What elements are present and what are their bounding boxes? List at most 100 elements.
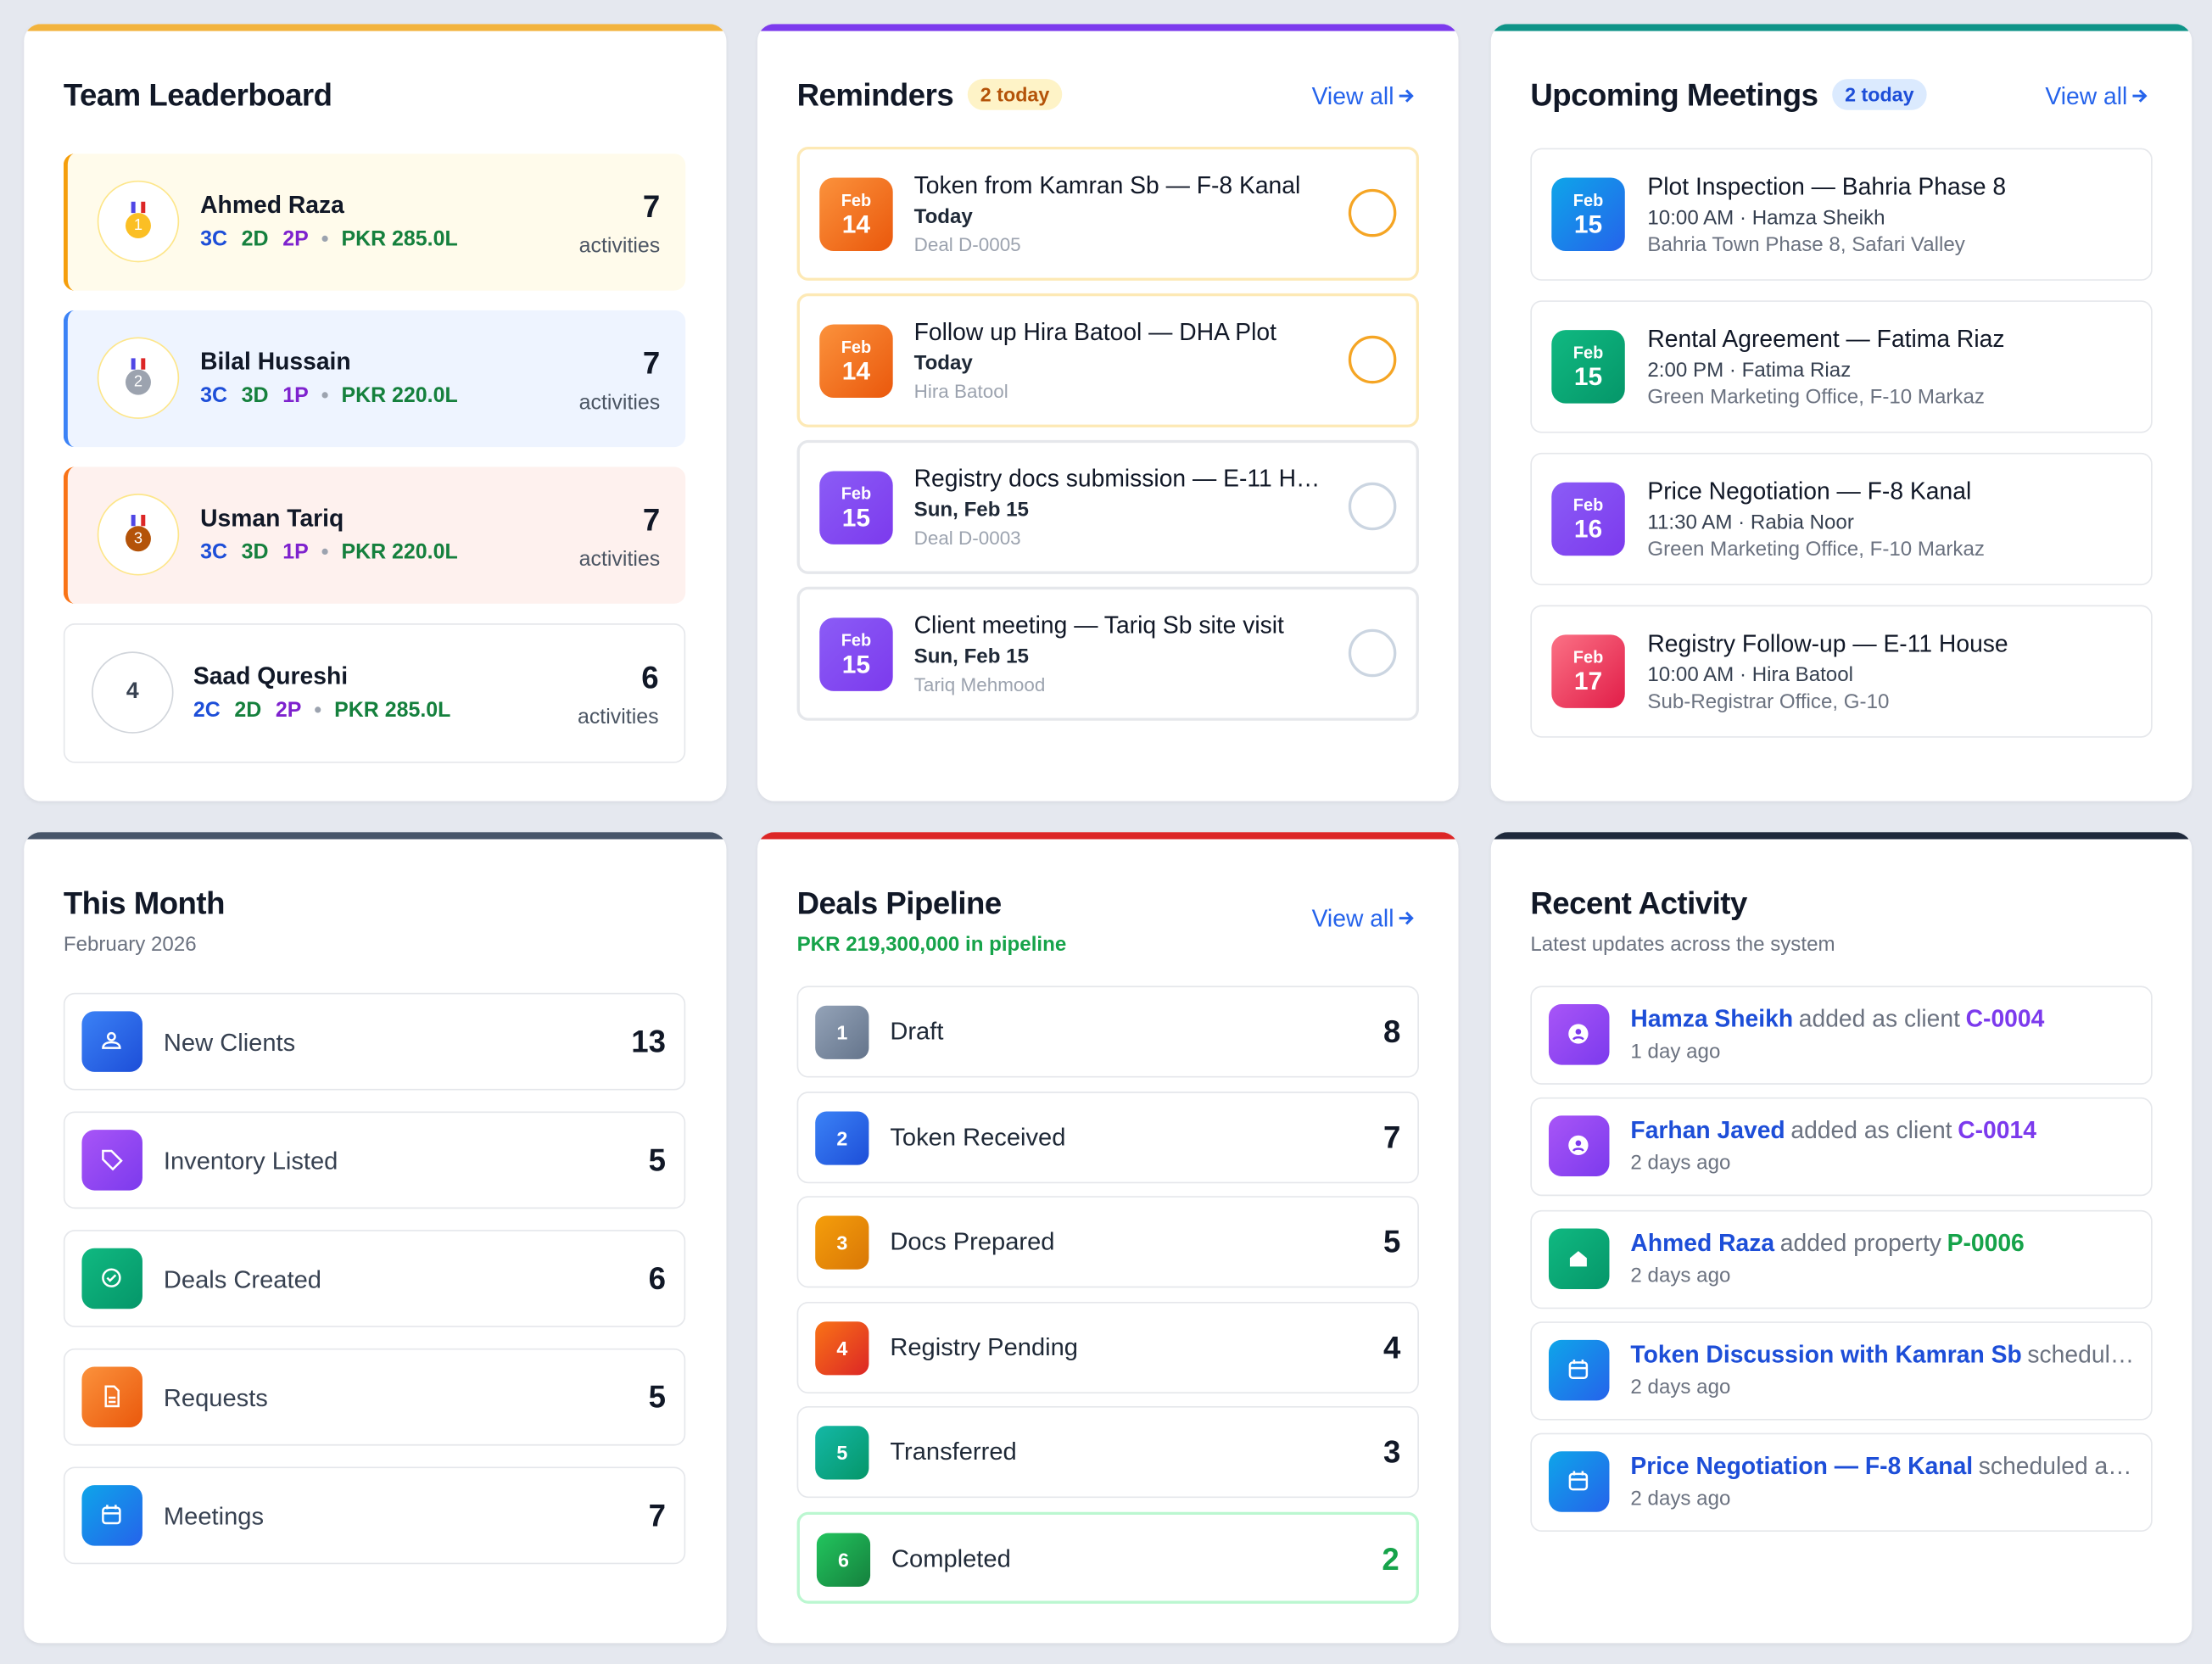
separator-dot: •	[321, 226, 329, 252]
stage-count: 5	[1382, 1224, 1401, 1260]
member-name: Ahmed Raza	[200, 192, 344, 219]
date-badge: Feb 14	[819, 177, 893, 252]
stage-number: 3	[815, 1215, 869, 1270]
complete-toggle[interactable]	[1348, 188, 1397, 237]
meeting-item: Feb 16 Price Negotiation — F-8 Kanal 11:30 …	[1530, 452, 2153, 586]
leader-row: 3 Usman Tariq 3C 3D 1P • PKR 220.0L 7 activities	[63, 466, 686, 604]
complete-toggle[interactable]	[1348, 335, 1397, 384]
clients-stat: 3C	[200, 383, 228, 408]
medal-ribbon	[131, 201, 146, 214]
member-name: Bilal Hussain	[200, 348, 351, 376]
card-title: This Month	[63, 885, 226, 921]
activity-actor[interactable]: Price Negotiation — F-8 Kanal	[1630, 1453, 1974, 1480]
medal-number: 1	[126, 213, 151, 239]
member-name: Usman Tariq	[200, 505, 344, 532]
icon	[1568, 1471, 1589, 1491]
reminder-when: Sun, Feb 15	[913, 645, 1029, 669]
view-all-link[interactable]: View all	[1312, 83, 1416, 111]
date-badge: Feb 15	[819, 617, 893, 691]
card-title: Recent Activity	[1530, 885, 1747, 921]
view-all-text: View all	[2045, 83, 2128, 110]
icon	[1568, 1136, 1589, 1156]
activity-time: 2 days ago	[1630, 1153, 1731, 1175]
activity-unit: activities	[578, 234, 661, 259]
date-month: Feb	[1572, 494, 1604, 515]
complete-toggle[interactable]	[1348, 628, 1397, 678]
meeting-location: Bahria Town Phase 8, Safari Valley	[1647, 234, 1965, 257]
today-badge: 2 today	[967, 79, 1063, 110]
properties-stat: 1P	[282, 539, 309, 565]
deals-stat: 2D	[234, 698, 262, 723]
rank-icon: 2	[97, 337, 180, 419]
stage-label: Token Received	[890, 1122, 1066, 1151]
date-badge: Feb 15	[1551, 330, 1625, 404]
activity-actor[interactable]: Farhan Javed	[1630, 1117, 1785, 1145]
amount-stat: PKR 220.0L	[341, 383, 458, 408]
arrow-icon	[1399, 89, 1415, 103]
view-all-text: View all	[1311, 83, 1394, 110]
meeting-location: Sub-Registrar Office, G-10	[1647, 690, 1890, 714]
pipeline-stage: 1 Draft 8	[796, 986, 1419, 1078]
activity-actor[interactable]: Ahmed Raza	[1630, 1229, 1775, 1257]
date-day: 15	[841, 503, 871, 532]
date-month: Feb	[841, 190, 872, 210]
date-day: 15	[1573, 362, 1603, 391]
reminder-title: Follow up Hira Batool — DHA Plot	[913, 318, 1277, 346]
stage-label: Transferred	[890, 1438, 1017, 1466]
view-all-link[interactable]: View all	[2045, 83, 2148, 111]
meeting-time: 11:30 AM · Rabia Noor	[1647, 511, 1854, 535]
date-day: 15	[1573, 209, 1603, 239]
leaderboard-card: Team Leaderboard 1 Ahmed Raza 3C 2D 2P • PKR 28…	[24, 24, 727, 801]
stat-icon	[81, 1485, 142, 1546]
meeting-title: Registry Follow-up — E-11 House	[1647, 630, 2008, 657]
stage-number: 2	[815, 1110, 869, 1164]
separator-dot: •	[314, 698, 322, 723]
amount-stat: PKR 285.0L	[341, 226, 458, 252]
activity-actor[interactable]: Token Discussion with Kamran Sb	[1630, 1341, 2022, 1368]
pipeline-stage: 6 Completed 2	[796, 1511, 1419, 1604]
card-accent	[24, 24, 727, 31]
activity-item: Token Discussion with Kamran Sb schedul… 2…	[1530, 1321, 2153, 1421]
stat-row: Requests 5	[63, 1348, 686, 1446]
reminder-item: Feb 15 Registry docs submission — E-11 H… S…	[796, 439, 1419, 574]
stage-label: Registry Pending	[890, 1332, 1078, 1361]
meeting-time: 2:00 PM · Fatima Riaz	[1647, 360, 1852, 382]
complete-toggle[interactable]	[1348, 482, 1397, 531]
stat-label: Requests	[163, 1383, 268, 1412]
card-subtitle: Latest updates across the system	[1530, 933, 1835, 957]
view-all-text: View all	[1311, 905, 1394, 933]
activity-count: 7	[642, 345, 661, 382]
stat-row: New Clients 13	[63, 992, 686, 1091]
reminders-card: Reminders 2 today View all Feb 14 Token from …	[757, 24, 1459, 801]
activity-count: 7	[642, 188, 661, 225]
activity-text: Hamza Sheikh added as client C-0004	[1630, 1006, 2044, 1034]
activity-actor[interactable]: Hamza Sheikh	[1630, 1005, 1794, 1033]
meeting-item: Feb 17 Registry Follow-up — E-11 House 10:0…	[1530, 605, 2153, 738]
medal-ribbon	[131, 358, 146, 370]
stage-count: 8	[1382, 1013, 1401, 1050]
date-month: Feb	[841, 483, 872, 504]
card-accent	[1490, 832, 2192, 840]
stat-value: 5	[648, 1142, 666, 1178]
member-stats: 3C 2D 2P • PKR 285.0L	[200, 227, 458, 251]
activity-icon	[1548, 1115, 1610, 1177]
stage-count: 3	[1382, 1434, 1401, 1471]
reminder-when: Today	[913, 352, 973, 376]
rank-icon: 4	[92, 651, 174, 734]
activity-text: Farhan Javed added as client C-0014	[1630, 1118, 2036, 1146]
date-badge: Feb 15	[819, 471, 893, 544]
arrow-icon	[1399, 911, 1415, 925]
activity-icon	[1548, 1339, 1610, 1401]
stat-label: Deals Created	[163, 1265, 321, 1293]
activity-unit: activities	[578, 390, 661, 415]
date-badge: Feb 16	[1551, 482, 1625, 556]
meeting-time: 10:00 AM · Hamza Sheikh	[1647, 207, 1885, 231]
card-header: Reminders 2 today	[797, 77, 1063, 114]
deals-stat: 2D	[241, 226, 269, 252]
meeting-title: Rental Agreement — Fatima Riaz	[1647, 326, 2005, 353]
stat-icon	[81, 1011, 142, 1072]
activity-card: Recent Activity Latest updates across the…	[1490, 832, 2192, 1644]
view-all-link[interactable]: View all	[1312, 906, 1416, 934]
